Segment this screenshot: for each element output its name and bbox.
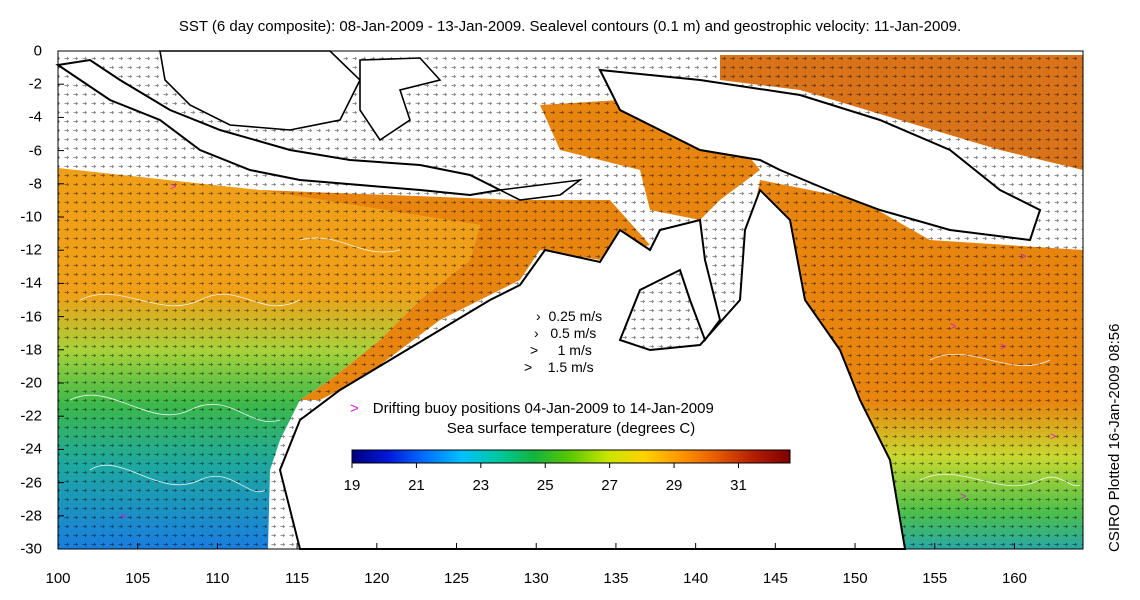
x-tick-label: 120 (364, 570, 390, 587)
timor-land (497, 178, 583, 201)
velocity-legend-3: > 1.5 m/s (524, 359, 594, 375)
x-tick-label: 105 (125, 570, 151, 587)
colorbar-tick-label: 23 (472, 477, 490, 494)
colorbar (351, 449, 791, 464)
colorbar-tick-label: 25 (536, 477, 554, 494)
y-tick-label: -30 (20, 540, 42, 558)
y-tick-label: -22 (20, 407, 42, 425)
velocity-legend-1: › 0.5 m/s (534, 325, 597, 341)
svg-text:>: > (1050, 431, 1056, 443)
buoy-markers: > > > > > > > (120, 181, 1056, 523)
y-tick-label: -12 (20, 241, 42, 259)
x-tick-label: 125 (444, 570, 470, 587)
x-tick-label: 100 (45, 570, 71, 587)
y-tick-label: -26 (20, 474, 42, 492)
borneo-land (159, 50, 361, 131)
colorbar-tick-label: 19 (343, 477, 361, 494)
plot-credit: CSIRO Plotted 16-Jan-2009 08:56 (1106, 323, 1123, 552)
svg-text:>: > (170, 181, 176, 193)
y-tick-label: -28 (20, 507, 42, 525)
y-tick-label: 0 (33, 42, 42, 60)
colorbar-tick-label: 29 (665, 477, 683, 494)
y-tick-label: -24 (20, 440, 42, 458)
x-tick-label: 160 (1001, 570, 1027, 587)
y-tick-label: -18 (20, 341, 42, 359)
y-tick-label: -2 (28, 75, 42, 93)
colorbar-tick-label: 31 (730, 477, 747, 494)
svg-text:>: > (950, 321, 956, 333)
x-tick-label: 110 (205, 570, 230, 587)
y-tick-label: -16 (20, 308, 42, 326)
svg-text:>: > (1000, 341, 1006, 353)
y-tick-label: -6 (28, 142, 42, 160)
x-tick-label: 135 (603, 570, 629, 587)
svg-text:>: > (960, 491, 966, 503)
x-tick-label: 115 (285, 570, 310, 587)
buoy-legend-label: Drifting buoy positions 04-Jan-2009 to 1… (372, 400, 714, 417)
velocity-legend-0: › 0.25 m/s (536, 308, 603, 324)
velocity-legend-2: > 1 m/s (530, 342, 592, 358)
x-tick-label: 130 (523, 570, 549, 587)
x-tick-label: 155 (922, 570, 948, 587)
y-tick-label: -20 (20, 374, 42, 392)
x-tick-label: 140 (683, 570, 709, 587)
sulawesi-land (359, 57, 442, 142)
buoy-legend: > Drifting buoy positions 04-Jan-2009 to … (350, 400, 714, 417)
colorbar-tick-label: 21 (408, 477, 425, 494)
map-title: SST (6 day composite): 08-Jan-2009 - 13-… (178, 18, 962, 35)
y-tick-label: -4 (28, 108, 42, 126)
colorbar-tick-label: 27 (601, 477, 618, 494)
y-tick-label: -10 (20, 208, 42, 226)
svg-text:>: > (1020, 251, 1026, 263)
y-tick-label: -8 (28, 175, 42, 193)
svg-text:>: > (120, 511, 126, 523)
map-area: > > > > > > > (55, 50, 1084, 550)
sealevel-contours (69, 237, 1081, 493)
axis-ticks (57, 50, 1015, 550)
x-tick-label: 145 (762, 570, 788, 587)
new-guinea-land (598, 68, 1042, 242)
buoy-legend-marker: > (350, 400, 359, 417)
colorbar-title: Sea surface temperature (degrees C) (446, 420, 696, 437)
x-tick-label: 150 (842, 570, 868, 587)
y-tick-label: -14 (20, 274, 42, 292)
